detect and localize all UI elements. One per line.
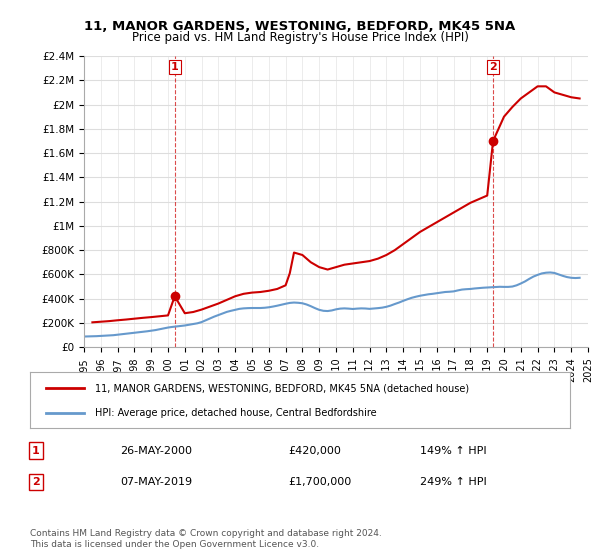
- Text: 2: 2: [489, 62, 497, 72]
- Text: 26-MAY-2000: 26-MAY-2000: [120, 446, 192, 456]
- Text: 07-MAY-2019: 07-MAY-2019: [120, 477, 192, 487]
- Text: Price paid vs. HM Land Registry's House Price Index (HPI): Price paid vs. HM Land Registry's House …: [131, 31, 469, 44]
- Text: £1,700,000: £1,700,000: [288, 477, 351, 487]
- Text: 149% ↑ HPI: 149% ↑ HPI: [420, 446, 487, 456]
- Text: 11, MANOR GARDENS, WESTONING, BEDFORD, MK45 5NA (detached house): 11, MANOR GARDENS, WESTONING, BEDFORD, M…: [95, 383, 469, 393]
- Text: 2: 2: [32, 477, 40, 487]
- Text: 249% ↑ HPI: 249% ↑ HPI: [420, 477, 487, 487]
- Text: HPI: Average price, detached house, Central Bedfordshire: HPI: Average price, detached house, Cent…: [95, 408, 376, 418]
- Text: £420,000: £420,000: [288, 446, 341, 456]
- Text: Contains HM Land Registry data © Crown copyright and database right 2024.
This d: Contains HM Land Registry data © Crown c…: [30, 529, 382, 549]
- Text: 1: 1: [171, 62, 179, 72]
- Text: 1: 1: [32, 446, 40, 456]
- Text: 11, MANOR GARDENS, WESTONING, BEDFORD, MK45 5NA: 11, MANOR GARDENS, WESTONING, BEDFORD, M…: [85, 20, 515, 32]
